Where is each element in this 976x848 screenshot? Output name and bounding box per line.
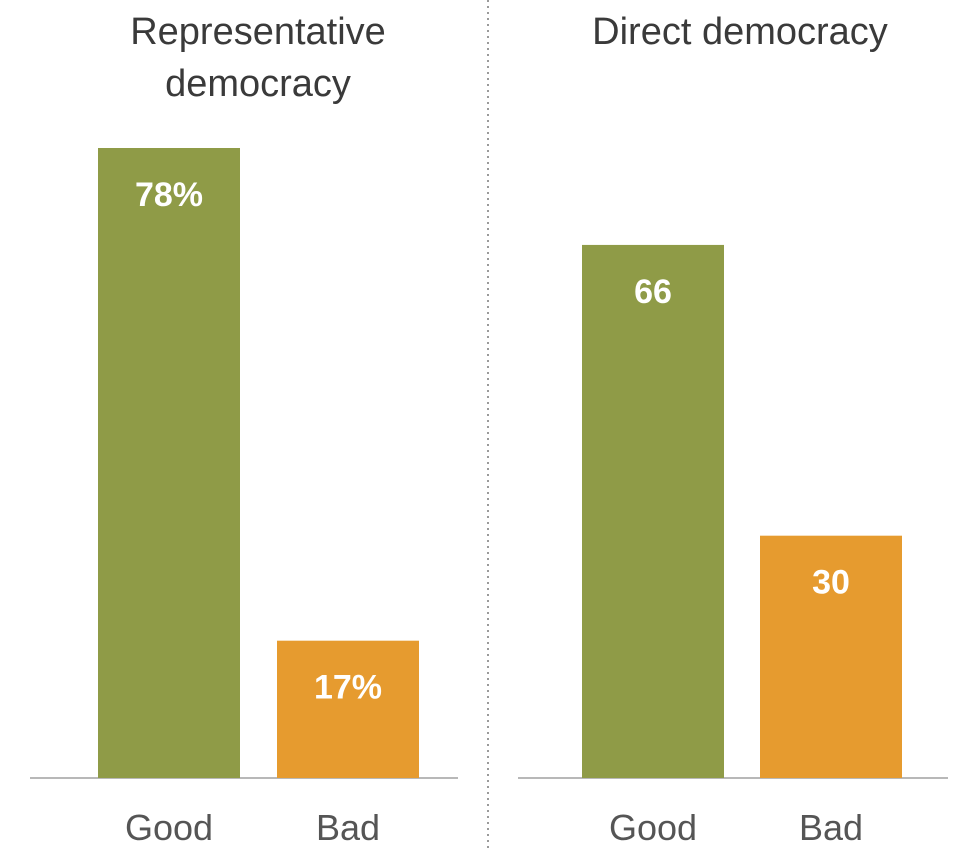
panel-1-title-line-1: Representative <box>130 11 386 53</box>
data-label-panel-1-good: 78% <box>135 176 203 214</box>
category-label-panel-2-bad: Bad <box>799 807 863 848</box>
category-label-panel-1-bad: Bad <box>316 807 380 848</box>
bars-layer: 78% Good 17% Bad 66 Good 30 Bad <box>98 148 902 848</box>
category-label-panel-1-good: Good <box>125 807 213 848</box>
bar-panel-2-good <box>582 244 724 778</box>
data-label-panel-1-bad: 17% <box>314 669 382 707</box>
panel-2-title: Direct democracy <box>592 11 888 53</box>
panel-1-title-line-2: democracy <box>165 63 351 105</box>
bar-panel-1-bad <box>277 640 419 778</box>
bar-panel-1-good <box>98 148 240 778</box>
data-label-panel-2-bad: 30 <box>812 564 850 602</box>
data-label-panel-2-good: 66 <box>634 273 672 311</box>
bar-panel-2-bad <box>760 535 902 778</box>
category-label-panel-2-good: Good <box>609 807 697 848</box>
